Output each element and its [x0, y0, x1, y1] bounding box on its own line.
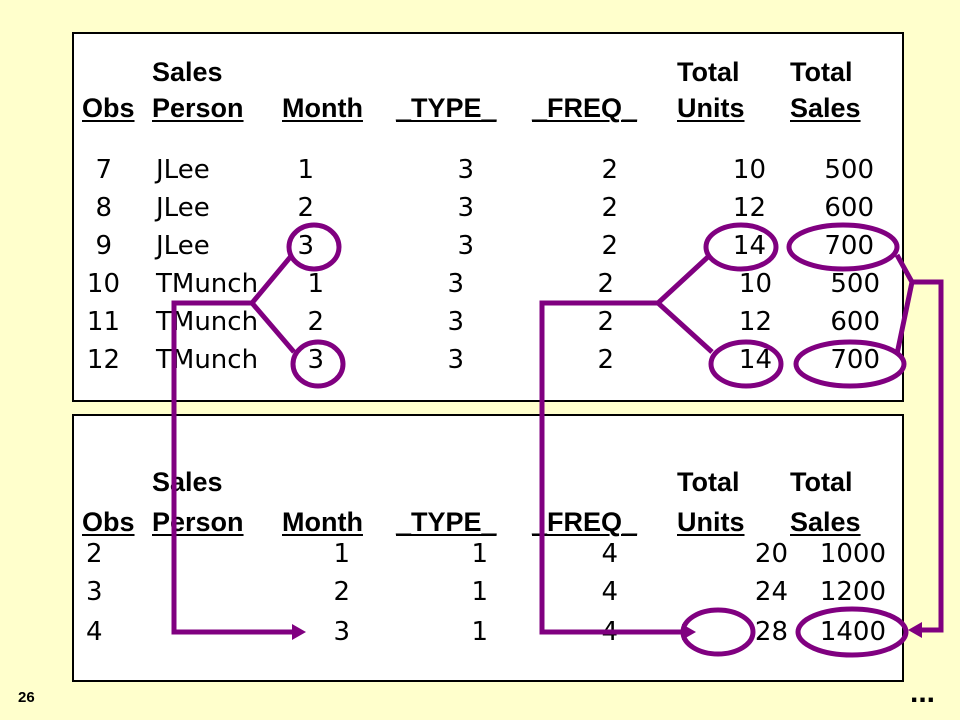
cell-month: 2 — [307, 307, 324, 337]
cell-sales: 600 — [824, 193, 874, 223]
cell-type: 3 — [447, 345, 464, 375]
cell-month: 3 — [307, 345, 324, 375]
bottom-table-panel: Sales Total Total Obs Person Month _TYPE… — [72, 414, 904, 682]
cell-sales: 700 — [824, 231, 874, 261]
header-person: Person — [152, 507, 244, 537]
cell-freq: 2 — [601, 231, 618, 261]
cell-type: 3 — [447, 307, 464, 337]
cell-sales: 700 — [830, 345, 880, 375]
header-total-units-line1: Total — [677, 467, 740, 497]
cell-sales: 1000 — [819, 539, 886, 569]
header-units: Units — [677, 507, 745, 537]
cell-month: 1 — [333, 539, 350, 569]
cell-units: 12 — [738, 307, 772, 337]
cell-obs: 3 — [86, 577, 103, 607]
cell-month: 3 — [297, 231, 314, 261]
cell-month: 1 — [297, 155, 314, 185]
header-sales: Sales — [790, 507, 861, 537]
cell-units: 14 — [738, 345, 772, 375]
header-person: Person — [152, 93, 244, 123]
cell-month: 2 — [297, 193, 314, 223]
cell-obs: 7 — [95, 155, 112, 185]
cell-obs: 10 — [86, 269, 120, 299]
cell-freq: 2 — [601, 155, 618, 185]
cell-person: TMunch — [156, 307, 259, 337]
cell-units: 10 — [738, 269, 772, 299]
top-table-panel: Sales Total Total Obs Person Month _TYPE… — [72, 32, 904, 402]
cell-type: 3 — [457, 155, 474, 185]
header-freq: _FREQ_ — [532, 93, 638, 123]
cell-month: 2 — [333, 577, 350, 607]
continuation-ellipsis: ... — [910, 676, 936, 709]
cell-sales: 500 — [830, 269, 880, 299]
cell-units: 28 — [754, 617, 788, 647]
cell-freq: 4 — [601, 617, 618, 647]
cell-person: JLee — [156, 193, 210, 223]
cell-type: 3 — [457, 193, 474, 223]
cell-person: TMunch — [156, 269, 259, 299]
cell-freq: 2 — [597, 345, 614, 375]
cell-freq: 2 — [601, 193, 618, 223]
sales-arrow-line — [912, 279, 944, 633]
header-month: Month — [282, 93, 363, 123]
cell-type: 3 — [447, 269, 464, 299]
cell-type: 1 — [471, 539, 488, 569]
cell-units: 12 — [732, 193, 766, 223]
cell-freq: 2 — [597, 307, 614, 337]
header-sales-line1: Sales — [152, 467, 223, 497]
slide-number: 26 — [18, 689, 35, 706]
cell-obs: 11 — [86, 307, 120, 337]
cell-units: 20 — [754, 539, 788, 569]
cell-obs: 4 — [86, 617, 103, 647]
cell-obs: 8 — [95, 193, 112, 223]
header-total-sales-line1: Total — [790, 467, 853, 497]
sales-arrowhead — [908, 622, 922, 638]
header-units: Units — [677, 93, 745, 123]
cell-obs: 12 — [86, 345, 120, 375]
cell-type: 1 — [471, 617, 488, 647]
cell-person: JLee — [156, 155, 210, 185]
cell-units: 24 — [754, 577, 788, 607]
header-total-sales-line1: Total — [790, 57, 853, 87]
cell-sales: 1400 — [819, 617, 886, 647]
header-sales: Sales — [790, 93, 861, 123]
cell-sales: 500 — [824, 155, 874, 185]
cell-obs: 9 — [95, 231, 112, 261]
cell-person: TMunch — [156, 345, 259, 375]
cell-month: 3 — [333, 617, 350, 647]
header-obs: Obs — [82, 93, 135, 123]
cell-freq: 2 — [597, 269, 614, 299]
cell-person: JLee — [156, 231, 210, 261]
cell-sales: 600 — [830, 307, 880, 337]
header-freq: _FREQ_ — [532, 507, 638, 537]
header-obs: Obs — [82, 507, 135, 537]
header-sales-line1: Sales — [152, 57, 223, 87]
header-type: _TYPE_ — [396, 93, 497, 123]
cell-units: 14 — [732, 231, 766, 261]
header-month: Month — [282, 507, 363, 537]
cell-month: 1 — [307, 269, 324, 299]
cell-freq: 4 — [601, 539, 618, 569]
cell-type: 3 — [457, 231, 474, 261]
header-type: _TYPE_ — [396, 507, 497, 537]
cell-obs: 2 — [86, 539, 103, 569]
cell-units: 10 — [732, 155, 766, 185]
header-total-units-line1: Total — [677, 57, 740, 87]
cell-type: 1 — [471, 577, 488, 607]
cell-sales: 1200 — [819, 577, 886, 607]
cell-freq: 4 — [601, 577, 618, 607]
